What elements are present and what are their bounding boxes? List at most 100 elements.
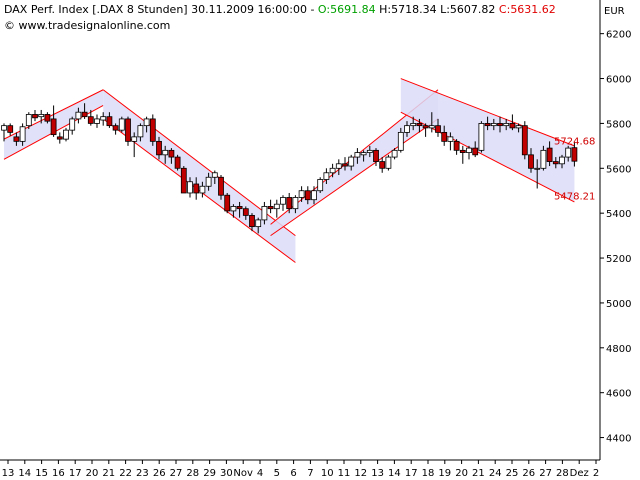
candle-bull	[211, 172, 218, 178]
candle-bear	[484, 123, 491, 127]
candle-bull	[143, 118, 150, 127]
candle-bull	[360, 152, 367, 156]
channel-upper-line	[400, 78, 575, 147]
y-tick-label: 5600	[606, 164, 631, 175]
high-value: H:5718.34	[379, 3, 437, 16]
currency-label: EUR	[604, 6, 625, 17]
x-tick-label: 21	[102, 468, 115, 479]
x-tick-label: 5	[274, 468, 280, 479]
candle-bull	[230, 206, 237, 212]
candle-bull	[118, 118, 125, 131]
candle-bull	[503, 123, 510, 127]
candle-bull	[199, 185, 206, 194]
chart-header: DAX Perf. Index [.DAX 8 Stunden] 30.11.2…	[4, 3, 556, 16]
candle-bull	[366, 149, 373, 153]
candles	[1, 103, 578, 234]
x-tick-label: 2	[593, 468, 599, 479]
x-tick-label: Nov	[233, 468, 253, 479]
candle-bull	[490, 123, 497, 127]
x-tick-label: 14	[388, 468, 401, 479]
candle-bear	[56, 136, 63, 140]
x-axis: 13 14 15 16 17 20 21 22 23 26 27 28 29 30 Nov 4 5 6 7 10 11 1…	[0, 459, 600, 479]
candle-bear	[435, 125, 441, 133]
candle-bull	[559, 156, 565, 165]
candle-bull	[428, 125, 435, 129]
y-axis: EUR 4400 4600 4800 5000 5200 5400 5600 5800 6000 6…	[599, 0, 631, 460]
chart-title: DAX Perf. Index [.DAX 8 Stunden] 30.11.2…	[4, 3, 318, 16]
x-tick-label: 17	[69, 468, 82, 479]
candle-bear	[168, 149, 175, 158]
candle-bear	[149, 118, 156, 142]
x-tick-label: 27	[170, 468, 183, 479]
candle-bear	[546, 147, 553, 162]
candle-bear	[304, 190, 311, 201]
candle-bear	[13, 136, 20, 142]
candle-bear	[174, 156, 181, 169]
candle-bull	[397, 131, 404, 151]
candle-bull	[335, 163, 342, 169]
channel-value-label: 5724.68	[554, 136, 595, 147]
candle-bull	[391, 149, 398, 158]
candle-bear	[156, 140, 162, 156]
candle-bull	[19, 126, 26, 142]
candle-bear	[32, 114, 38, 119]
channel-value-label: 5478.21	[554, 192, 595, 203]
x-tick-label: 10	[321, 468, 334, 479]
candle-bull	[447, 136, 454, 142]
candle-bull	[478, 123, 485, 151]
y-tick-label: 5400	[606, 209, 631, 220]
x-tick-label: 4	[257, 468, 263, 479]
channel-lower-line	[102, 118, 296, 263]
x-tick-label: Dez	[570, 468, 589, 479]
candle-bear	[106, 116, 113, 127]
open-value: O:5691.84	[317, 3, 376, 16]
candle-bear	[180, 167, 187, 194]
candle-bull	[348, 156, 355, 167]
candle-bear	[87, 116, 94, 124]
x-tick-label: 18	[422, 468, 435, 479]
low-value: L:5607.82	[440, 3, 496, 16]
x-tick-label: 27	[539, 468, 552, 479]
x-tick-label: 12	[354, 468, 367, 479]
candle-bull	[534, 167, 541, 170]
candle-bear	[249, 215, 255, 228]
y-tick-label: 4600	[606, 389, 631, 400]
candle-bull	[540, 149, 547, 169]
x-tick-label: 19	[438, 468, 451, 479]
candle-bull	[25, 114, 32, 127]
candle-bear	[81, 111, 88, 118]
y-tick-label: 5800	[606, 119, 631, 130]
candle-bear	[193, 183, 200, 194]
close-value: C:5631.62	[498, 3, 556, 16]
x-tick-label: 7	[307, 468, 313, 479]
candle-bull	[565, 147, 572, 158]
candle-bull	[63, 129, 69, 140]
candle-bear	[509, 123, 516, 129]
candle-bear	[497, 123, 503, 127]
x-tick-label: 25	[506, 468, 519, 479]
candle-bear	[50, 118, 57, 136]
candle-bull	[100, 116, 107, 121]
channel-fill	[103, 89, 296, 263]
candle-bear	[472, 147, 479, 156]
candle-bull	[354, 152, 361, 158]
candle-bear	[552, 161, 559, 165]
candle-bear	[218, 176, 224, 196]
x-tick-label: 6	[290, 468, 296, 479]
x-tick-label: 17	[405, 468, 418, 479]
candle-bull	[187, 181, 193, 194]
trend-channels	[3, 78, 575, 263]
candle-bull	[404, 125, 410, 133]
candle-bull	[515, 125, 522, 129]
candle-bull	[292, 197, 299, 210]
candle-bear	[242, 208, 249, 216]
candle-bull	[311, 190, 317, 201]
candle-bear	[453, 140, 460, 151]
candle-bear	[236, 206, 243, 210]
x-tick-label: 16	[52, 468, 65, 479]
copyright-text: © www.tradesignalonline.com	[4, 19, 171, 32]
candle-bear	[342, 163, 348, 167]
candle-bear	[571, 147, 578, 162]
x-tick-label: 14	[18, 468, 31, 479]
